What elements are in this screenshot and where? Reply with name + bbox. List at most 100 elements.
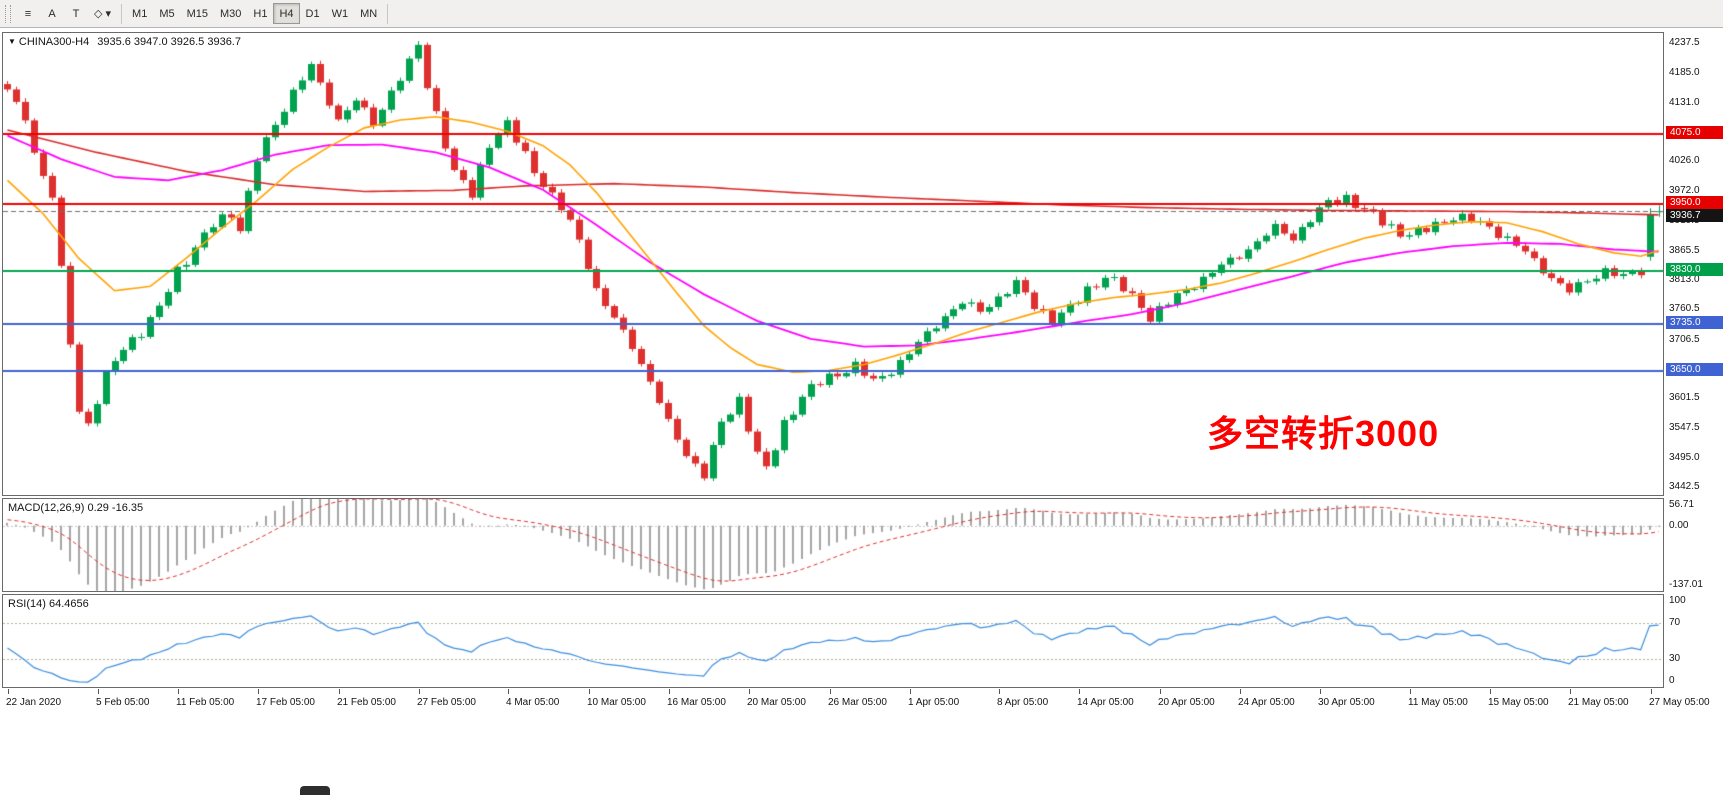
time-tick — [999, 689, 1000, 694]
timeframe-M5[interactable]: M5 — [159, 7, 175, 20]
chart-title: ▼ CHINA300-H4 3935.6 3947.0 3926.5 3936.7 — [8, 36, 241, 48]
time-tick — [1570, 689, 1571, 694]
time-label: 5 Feb 05:00 — [96, 697, 150, 708]
time-label: 11 May 05:00 — [1408, 697, 1468, 708]
macd-canvas[interactable] — [3, 499, 1663, 591]
rsi-panel: RSI(14) 64.4656 — [2, 594, 1664, 688]
time-label: 21 Feb 05:00 — [337, 697, 396, 708]
price-tick-label: 3547.5 — [1669, 422, 1700, 434]
time-tick — [1490, 689, 1491, 694]
time-label: 1 Apr 05:00 — [908, 697, 960, 708]
rsi-scale-label: 70 — [1669, 616, 1681, 628]
rsi-scale-label: 100 — [1669, 595, 1686, 606]
timeframe-D1[interactable]: D1 — [305, 7, 320, 20]
time-label: 21 May 05:00 — [1568, 697, 1629, 708]
time-tick — [178, 689, 179, 694]
price-badge-3950.0: 3950.0 — [1666, 195, 1723, 209]
price-tick-label: 3601.5 — [1669, 392, 1700, 404]
time-tick — [8, 689, 9, 694]
macd-axis[interactable]: 56.71 0.00 -137.01 — [1666, 498, 1723, 592]
time-tick — [910, 689, 911, 694]
time-label: 30 Apr 05:00 — [1318, 697, 1375, 708]
time-label: 24 Apr 05:00 — [1238, 697, 1295, 708]
time-label: 20 Apr 05:00 — [1158, 697, 1215, 708]
timeframe-MN[interactable]: MN — [360, 7, 378, 20]
time-label: 26 Mar 05:00 — [828, 697, 887, 708]
time-tick — [1240, 689, 1241, 694]
price-chart-canvas[interactable] — [3, 33, 1663, 495]
time-tick — [339, 689, 340, 694]
time-tick — [589, 689, 590, 694]
price-tick-label: 4026.0 — [1669, 155, 1700, 167]
shapes-tool-icon[interactable]: ◇ ▾ — [94, 8, 112, 20]
chart-ohlc-values: 3935.6 3947.0 3926.5 3936.7 — [97, 36, 241, 48]
rsi-axis[interactable]: 100 70 30 0 — [1666, 594, 1723, 688]
price-axis[interactable]: 4237.54185.04131.04078.54026.03972.03919… — [1666, 32, 1723, 496]
taskbar-peek — [300, 786, 330, 795]
timeframe-M1[interactable]: M1 — [132, 7, 148, 20]
time-label: 14 Apr 05:00 — [1077, 697, 1134, 708]
price-tick-label: 4131.0 — [1669, 96, 1700, 108]
macd-panel: MACD(12,26,9) 0.29 -16.35 — [2, 498, 1664, 592]
cursor-tool-icon[interactable]: A — [48, 7, 56, 20]
time-tick — [1410, 689, 1411, 694]
time-tick — [1079, 689, 1080, 694]
current-price-badge: 3936.7 — [1666, 209, 1723, 223]
time-label: 10 Mar 05:00 — [587, 697, 646, 708]
price-tick-label: 3972.0 — [1669, 185, 1700, 197]
time-label: 4 Mar 05:00 — [506, 697, 560, 708]
macd-scale-label: -137.01 — [1669, 579, 1703, 590]
price-tick-label: 3865.5 — [1669, 244, 1700, 256]
time-label: 27 Feb 05:00 — [417, 697, 476, 708]
macd-label: MACD(12,26,9) 0.29 -16.35 — [8, 502, 144, 514]
timeframe-W1[interactable]: W1 — [331, 7, 349, 20]
toolbar-separator — [121, 3, 123, 24]
price-badge-4075.0: 4075.0 — [1666, 125, 1723, 139]
timeframe-M15[interactable]: M15 — [186, 7, 209, 20]
macd-scale-label: 56.71 — [1669, 499, 1695, 510]
time-label: 11 Feb 05:00 — [176, 697, 235, 708]
tool-buttons-group: ≡ A T ◇ ▾ — [16, 3, 117, 24]
price-tick-label: 4237.5 — [1669, 37, 1700, 49]
time-label: 27 May 05:00 — [1649, 697, 1710, 708]
time-tick — [1320, 689, 1321, 694]
time-tick — [508, 689, 509, 694]
price-tick-label: 3495.0 — [1669, 451, 1700, 463]
time-label: 20 Mar 05:00 — [747, 697, 806, 708]
toolbar: ≡ A T ◇ ▾ M1 M5 M15 M30 H1 H4 D1 W1 MN — [0, 0, 1723, 28]
price-tick-label: 3813.0 — [1669, 274, 1700, 286]
timeframe-M30[interactable]: M30 — [220, 7, 242, 20]
chart-annotation-text: 多空转折3000 — [1207, 413, 1440, 454]
toolbar-grip[interactable] — [5, 4, 11, 23]
panel-splitter[interactable] — [2, 590, 1664, 593]
time-label: 17 Feb 05:00 — [256, 697, 315, 708]
time-axis[interactable]: 22 Jan 2020 5 Feb 05:00 11 Feb 05:00 17 Feb… — [2, 689, 1723, 719]
time-tick — [1651, 689, 1652, 694]
time-tick — [669, 689, 670, 694]
price-chart-panel: ▼ CHINA300-H4 3935.6 3947.0 3926.5 3936.7 … — [2, 32, 1664, 496]
price-badge-3650.0: 3650.0 — [1666, 363, 1723, 377]
chart-symbol: CHINA300-H4 — [18, 36, 90, 48]
rsi-scale-label: 0 — [1669, 675, 1675, 686]
price-tick-label: 3760.5 — [1669, 303, 1700, 315]
time-tick — [258, 689, 259, 694]
price-badge-3830.0: 3830.0 — [1666, 262, 1723, 276]
text-tool-icon[interactable]: T — [72, 7, 80, 20]
price-tick-label: 4185.0 — [1669, 66, 1700, 78]
rsi-canvas[interactable] — [3, 595, 1663, 687]
macd-scale-label: 0.00 — [1669, 519, 1689, 531]
rsi-label: RSI(14) 64.4656 — [8, 598, 89, 610]
time-label: 15 May 05:00 — [1488, 697, 1549, 708]
panel-splitter[interactable] — [2, 494, 1664, 497]
timeframe-buttons-group: M1 M5 M15 M30 H1 H4 D1 W1 MN — [126, 3, 383, 24]
time-tick — [98, 689, 99, 694]
chart-collapse-icon: ▼ — [8, 37, 16, 46]
time-label: 8 Apr 05:00 — [997, 697, 1049, 708]
time-tick — [749, 689, 750, 694]
toolbar-separator — [387, 3, 389, 24]
time-tick — [1160, 689, 1161, 694]
charts-list-icon[interactable]: ≡ — [24, 7, 32, 20]
timeframe-H1[interactable]: H1 — [253, 7, 268, 20]
time-tick — [830, 689, 831, 694]
timeframe-H4[interactable]: H4 — [273, 3, 300, 24]
